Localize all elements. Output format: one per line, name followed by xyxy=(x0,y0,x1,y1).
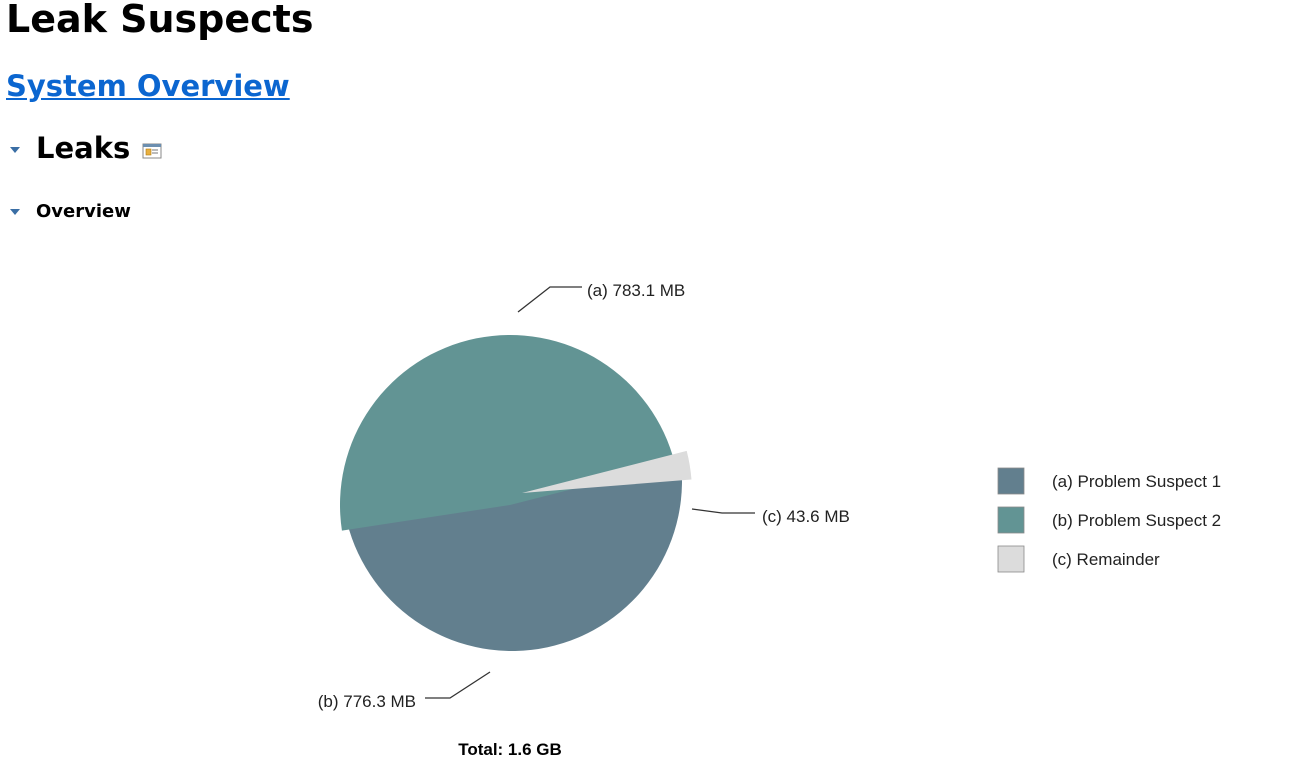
system-overview-link[interactable]: System Overview xyxy=(6,69,290,103)
leaks-section-header: Leaks xyxy=(10,128,162,168)
overview-toggle-icon[interactable] xyxy=(10,209,20,215)
pie-slice-b xyxy=(339,334,675,531)
legend-label-b: (b) Problem Suspect 2 xyxy=(1052,511,1221,530)
chart-total-label: Total: 1.6 GB xyxy=(458,740,562,759)
callout-line-b xyxy=(425,671,491,699)
leaks-section-title: Leaks xyxy=(36,131,131,165)
callout-line-a xyxy=(517,286,582,313)
page-title: Leak Suspects xyxy=(6,0,314,41)
pie-slice-c xyxy=(522,450,692,493)
legend-swatch-b xyxy=(997,506,1025,534)
data-label-a: (a) 783.1 MB xyxy=(587,281,685,300)
legend-swatch-c xyxy=(997,545,1025,573)
legend-label-c: (c) Remainder xyxy=(1052,550,1160,569)
data-label-b: (b) 776.3 MB xyxy=(318,692,416,711)
details-icon[interactable] xyxy=(142,143,162,159)
legend-swatch-a xyxy=(997,467,1025,495)
leaks-toggle-icon[interactable] xyxy=(10,147,20,153)
legend-label-a: (a) Problem Suspect 1 xyxy=(1052,472,1221,491)
overview-subsection-header: Overview xyxy=(10,198,131,224)
pie-slice-a xyxy=(343,467,682,652)
overview-subsection-title: Overview xyxy=(36,200,131,222)
data-label-c: (c) 43.6 MB xyxy=(762,507,850,526)
callout-line-c xyxy=(691,508,755,514)
